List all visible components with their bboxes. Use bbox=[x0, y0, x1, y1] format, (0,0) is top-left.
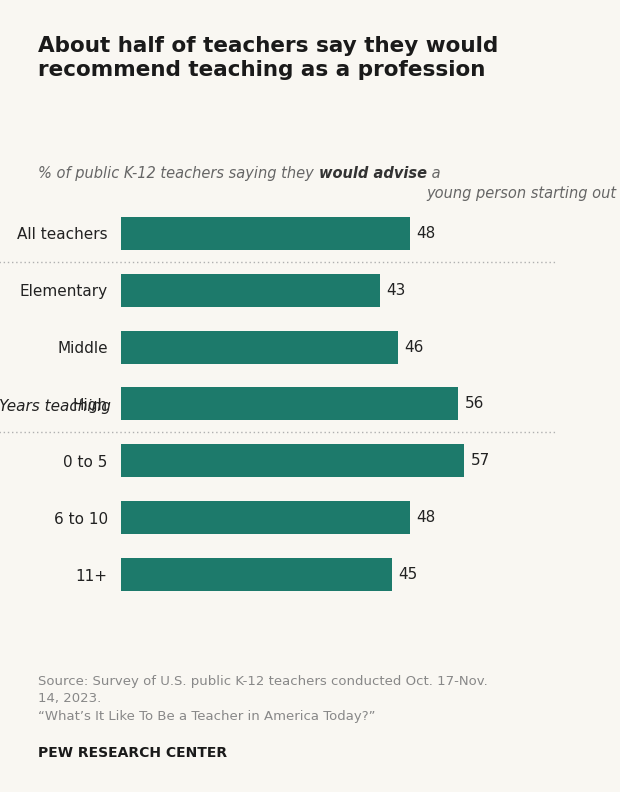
Bar bbox=[121, 501, 410, 534]
Text: 57: 57 bbox=[471, 453, 490, 468]
Bar bbox=[121, 274, 380, 307]
Text: would advise: would advise bbox=[319, 166, 427, 181]
Text: 45: 45 bbox=[398, 567, 417, 582]
Text: 56: 56 bbox=[464, 397, 484, 411]
Text: a
young person starting out today to become a teacher: a young person starting out today to bec… bbox=[427, 166, 620, 200]
Text: Source: Survey of U.S. public K-12 teachers conducted Oct. 17-Nov.
14, 2023.
“Wh: Source: Survey of U.S. public K-12 teach… bbox=[38, 675, 488, 723]
Text: PEW RESEARCH CENTER: PEW RESEARCH CENTER bbox=[38, 746, 228, 760]
Bar bbox=[121, 217, 410, 249]
Text: Years teaching: Years teaching bbox=[0, 399, 111, 414]
Text: 48: 48 bbox=[416, 510, 435, 525]
Text: % of public K-12 teachers saying they: % of public K-12 teachers saying they bbox=[38, 166, 319, 181]
Bar bbox=[121, 387, 458, 421]
Bar bbox=[121, 558, 392, 591]
Text: 46: 46 bbox=[404, 340, 423, 355]
Bar bbox=[121, 330, 398, 364]
Bar bbox=[121, 444, 464, 478]
Text: About half of teachers say they would
recommend teaching as a profession: About half of teachers say they would re… bbox=[38, 36, 498, 80]
Text: 48: 48 bbox=[416, 226, 435, 241]
Text: 43: 43 bbox=[386, 283, 405, 298]
